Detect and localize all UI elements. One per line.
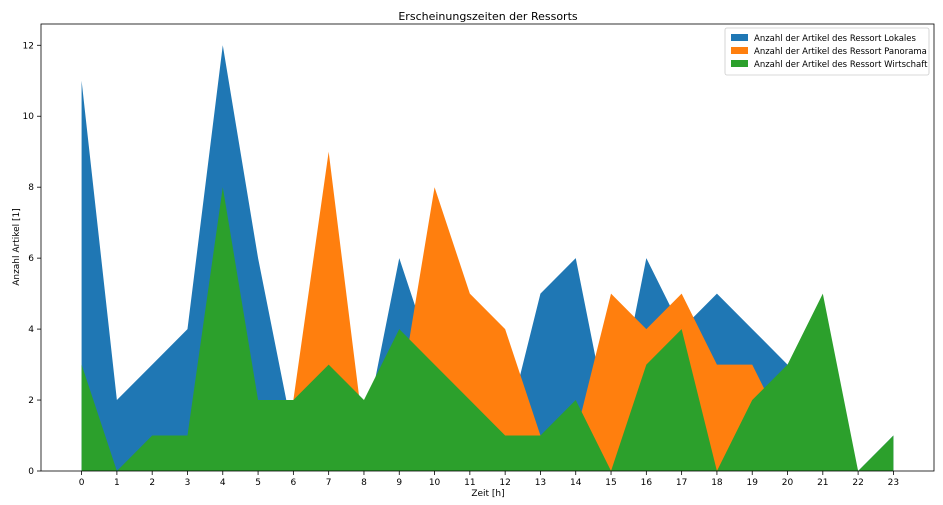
plot-frame — [40, 23, 935, 472]
chart-title: Erscheinungszeiten der Ressorts — [398, 10, 578, 23]
x-tick-label: 13 — [535, 478, 546, 488]
legend-box — [724, 27, 930, 76]
x-tick-label: 15 — [605, 478, 616, 488]
x-tick-label: 12 — [499, 478, 510, 488]
x-tick-label: 8 — [361, 478, 367, 488]
y-tick-label: 8 — [28, 183, 34, 193]
x-tick-label: 17 — [676, 478, 687, 488]
x-tick-label: 9 — [396, 478, 402, 488]
x-tick-label: 0 — [79, 478, 85, 488]
x-tick-label: 2 — [149, 478, 155, 488]
x-axis-label: Zeit [h] — [471, 489, 504, 499]
x-tick-label: 10 — [429, 478, 441, 488]
legend-entry-label: Anzahl der Artikel des Ressort Lokales — [754, 34, 917, 44]
y-tick-label: 6 — [28, 254, 34, 264]
x-tick-label: 23 — [888, 478, 899, 488]
legend-entry-label: Anzahl der Artikel des Ressort Wirtschaf… — [754, 60, 928, 70]
x-axis: 0 1 2 3 4 5 6 7 8 9 10 11 12 13 14 15 16 17 18 19 20 21 22 23 — [79, 471, 899, 488]
x-tick-label: 5 — [255, 478, 261, 488]
legend-swatch — [731, 34, 748, 41]
x-tick-label: 21 — [817, 478, 828, 488]
legend-swatch — [731, 60, 748, 67]
series-areas — [81, 45, 894, 472]
x-tick-label: 19 — [746, 478, 758, 488]
x-tick-label: 14 — [570, 478, 582, 488]
x-tick-label: 4 — [220, 478, 226, 488]
series-area-3 — [81, 187, 894, 471]
y-tick-label: 10 — [23, 112, 35, 122]
x-tick-label: 1 — [114, 478, 120, 488]
x-tick-label: 6 — [291, 478, 297, 488]
y-axis: 0 2 4 6 8 10 12 — [23, 41, 41, 477]
x-tick-label: 7 — [326, 478, 332, 488]
x-tick-label: 11 — [464, 478, 475, 488]
legend-swatch — [731, 47, 748, 54]
x-tick-label: 3 — [185, 478, 191, 488]
y-tick-label: 2 — [28, 396, 34, 406]
y-tick-label: 4 — [28, 325, 34, 335]
x-tick-label: 18 — [711, 478, 723, 488]
y-axis-label: Anzahl Artikel [1] — [12, 208, 22, 286]
x-tick-label: 22 — [852, 478, 863, 488]
x-tick-label: 20 — [782, 478, 794, 488]
legend-entry-label: Anzahl der Artikel des Ressort Panorama — [754, 47, 927, 57]
y-tick-label: 12 — [23, 41, 34, 51]
legend: Anzahl der Artikel des Ressort Lokales An… — [724, 27, 930, 76]
y-tick-label: 0 — [28, 467, 34, 477]
x-tick-label: 16 — [641, 478, 653, 488]
